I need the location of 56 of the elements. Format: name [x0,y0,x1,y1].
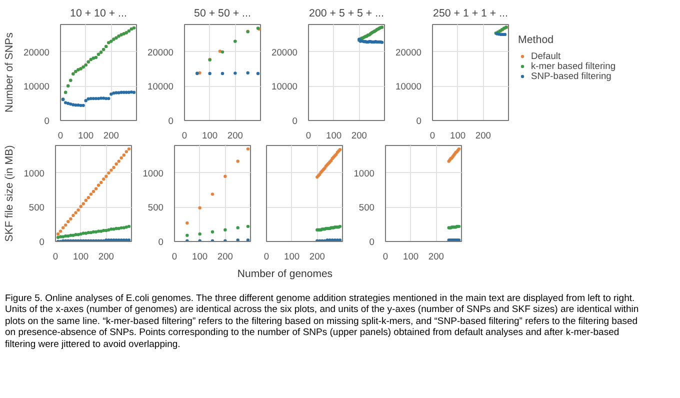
x-tick-label: 0 [264,252,270,262]
legend-label: Default [531,51,561,61]
y-tick-label: 0 [44,116,50,126]
x-tick-label: 200 [217,252,233,262]
y-tick-label: 1000 [142,168,164,178]
x-tick-label: 0 [430,130,436,140]
legend-label: SNP-based filtering [531,71,612,81]
chart-title: 200 + 5 + 5 + ... [309,8,384,20]
legend-title: Method [518,34,555,46]
x-tick-label: 200 [103,130,119,140]
x-tick-label: 0 [182,130,188,140]
x-tick-label: 100 [403,252,419,262]
y-tick-label: 10000 [272,82,298,92]
y-tick-label: 1000 [24,168,45,178]
x-tick-label: 100 [326,130,342,140]
x-tick-label: 200 [351,130,367,140]
y-axis-title: SKF file size (in MB) [4,145,16,242]
x-tick-label: 100 [202,130,218,140]
y-tick-label: 1000 [354,168,375,178]
y-tick-label: 10000 [396,82,422,92]
chart-title: 250 + 1 + 1 + ... [433,8,508,20]
y-tick-label: 0 [158,237,164,247]
y-tick-label: 500 [358,202,375,213]
y-tick-label: 0 [168,116,174,126]
chart-title: 50 + 50 + ... [194,8,251,20]
x-tick-label: 100 [78,130,94,140]
x-tick-label: 0 [58,130,64,140]
y-tick-label: 0 [39,237,45,247]
caption: Figure 5. Online analyses of E.coli genomes. The three different genome addition strategies mentioned in the main text are displayed from left to right. Units of the x-axes (number of genomes) are identical across the six plots, and units of the y-axes (number of SNPs and SKF sizes) are identical within plots on the same line. “k-mer-based filtering” refers to the filtering based on missing split-k-mers, and “SNP-based filtering” refers to the filtering based on presence-absence of SNPs. Points corresponding to the number of SNPs (upper panels) obtained from default analyses and after k-mer-based filtering were jittered to avoid overlapping. [5,293,640,350]
y-tick-label: 500 [28,202,45,213]
y-tick-label: 20000 [396,47,422,58]
y-tick-label: 0 [292,116,298,126]
y-tick-label: 500 [148,202,164,213]
x-tick-label: 100 [450,130,466,140]
x-axis-title: Number of genomes [237,267,333,282]
x-tick-label: 0 [52,252,58,262]
y-tick-label: 10000 [24,82,50,92]
y-tick-label: 0 [369,237,375,247]
y-tick-label: 10000 [148,82,174,92]
y-tick-label: 0 [416,116,422,126]
x-tick-label: 0 [306,130,312,140]
x-tick-label: 100 [192,252,208,262]
x-tick-label: 200 [309,252,325,262]
x-tick-label: 200 [98,252,114,262]
x-tick-label: 0 [382,252,388,262]
y-axis-title: Number of SNPs [4,32,16,112]
x-tick-label: 200 [227,130,243,140]
y-tick-label: 20000 [272,47,298,58]
x-tick-label: 100 [284,252,300,262]
x-tick-label: 100 [73,252,89,262]
y-tick-label: 20000 [24,47,50,58]
x-tick-label: 200 [428,252,444,262]
legend-label: k-mer based filtering [531,61,616,71]
y-tick-label: 20000 [148,47,174,58]
x-tick-label: 200 [475,130,491,140]
chart-title: 10 + 10 + ... [70,8,127,20]
